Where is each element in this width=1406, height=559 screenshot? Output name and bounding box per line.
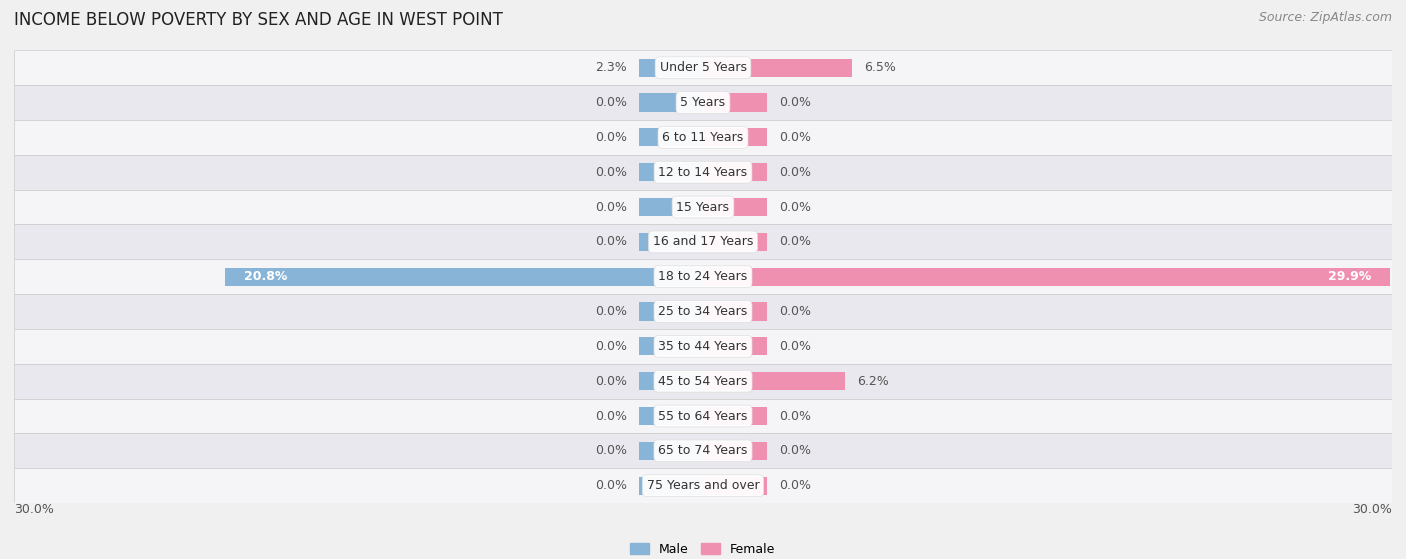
Bar [14, 155, 1392, 190]
Text: 0.0%: 0.0% [595, 340, 627, 353]
Text: 0.0%: 0.0% [779, 340, 811, 353]
Text: 30.0%: 30.0% [1353, 503, 1392, 516]
Bar [638, 59, 703, 77]
Text: 16 and 17 Years: 16 and 17 Years [652, 235, 754, 248]
Text: 0.0%: 0.0% [595, 375, 627, 388]
Text: 0.0%: 0.0% [595, 201, 627, 214]
Text: 29.9%: 29.9% [1329, 270, 1371, 283]
Bar [703, 93, 768, 112]
Text: 6 to 11 Years: 6 to 11 Years [662, 131, 744, 144]
Bar [14, 364, 1392, 399]
Text: 0.0%: 0.0% [779, 131, 811, 144]
Text: 0.0%: 0.0% [779, 96, 811, 109]
Bar [703, 442, 768, 460]
Bar [14, 50, 1392, 85]
Text: 0.0%: 0.0% [595, 235, 627, 248]
Text: 18 to 24 Years: 18 to 24 Years [658, 270, 748, 283]
Bar [703, 129, 768, 146]
Bar [14, 294, 1392, 329]
Text: 0.0%: 0.0% [779, 201, 811, 214]
Text: 6.2%: 6.2% [856, 375, 889, 388]
Bar [14, 120, 1392, 155]
Legend: Male, Female: Male, Female [630, 543, 776, 556]
Bar [14, 468, 1392, 503]
Text: 6.5%: 6.5% [863, 61, 896, 74]
Bar [638, 233, 703, 251]
Bar [638, 93, 703, 112]
Bar [703, 372, 845, 390]
Bar [638, 407, 703, 425]
Text: 45 to 54 Years: 45 to 54 Years [658, 375, 748, 388]
Bar [703, 337, 768, 356]
Text: 0.0%: 0.0% [595, 131, 627, 144]
Text: 25 to 34 Years: 25 to 34 Years [658, 305, 748, 318]
Text: 0.0%: 0.0% [779, 305, 811, 318]
Bar [638, 372, 703, 390]
Bar [14, 329, 1392, 364]
Text: Source: ZipAtlas.com: Source: ZipAtlas.com [1258, 11, 1392, 24]
Text: 0.0%: 0.0% [779, 410, 811, 423]
Text: 65 to 74 Years: 65 to 74 Years [658, 444, 748, 457]
Text: 0.0%: 0.0% [595, 165, 627, 179]
Bar [225, 268, 703, 286]
Bar [703, 233, 768, 251]
Bar [14, 85, 1392, 120]
Text: 0.0%: 0.0% [595, 410, 627, 423]
Bar [703, 268, 1389, 286]
Text: 0.0%: 0.0% [595, 96, 627, 109]
Text: 20.8%: 20.8% [243, 270, 287, 283]
Bar [638, 129, 703, 146]
Bar [703, 163, 768, 181]
Text: 0.0%: 0.0% [779, 235, 811, 248]
Text: Under 5 Years: Under 5 Years [659, 61, 747, 74]
Bar [638, 198, 703, 216]
Text: 12 to 14 Years: 12 to 14 Years [658, 165, 748, 179]
Text: INCOME BELOW POVERTY BY SEX AND AGE IN WEST POINT: INCOME BELOW POVERTY BY SEX AND AGE IN W… [14, 11, 503, 29]
Bar [638, 337, 703, 356]
Bar [638, 163, 703, 181]
Bar [14, 259, 1392, 294]
Text: 75 Years and over: 75 Years and over [647, 479, 759, 492]
Text: 0.0%: 0.0% [779, 479, 811, 492]
Bar [14, 190, 1392, 225]
Bar [703, 59, 852, 77]
Text: 0.0%: 0.0% [595, 305, 627, 318]
Text: 2.3%: 2.3% [596, 61, 627, 74]
Text: 0.0%: 0.0% [595, 479, 627, 492]
Text: 5 Years: 5 Years [681, 96, 725, 109]
Bar [638, 477, 703, 495]
Text: 0.0%: 0.0% [779, 165, 811, 179]
Text: 35 to 44 Years: 35 to 44 Years [658, 340, 748, 353]
Text: 0.0%: 0.0% [779, 444, 811, 457]
Text: 0.0%: 0.0% [595, 444, 627, 457]
Bar [638, 442, 703, 460]
Bar [14, 399, 1392, 433]
Bar [703, 407, 768, 425]
Text: 30.0%: 30.0% [14, 503, 53, 516]
Text: 55 to 64 Years: 55 to 64 Years [658, 410, 748, 423]
Bar [14, 225, 1392, 259]
Bar [703, 302, 768, 321]
Text: 15 Years: 15 Years [676, 201, 730, 214]
Bar [703, 198, 768, 216]
Bar [703, 477, 768, 495]
Bar [638, 302, 703, 321]
Bar [14, 433, 1392, 468]
